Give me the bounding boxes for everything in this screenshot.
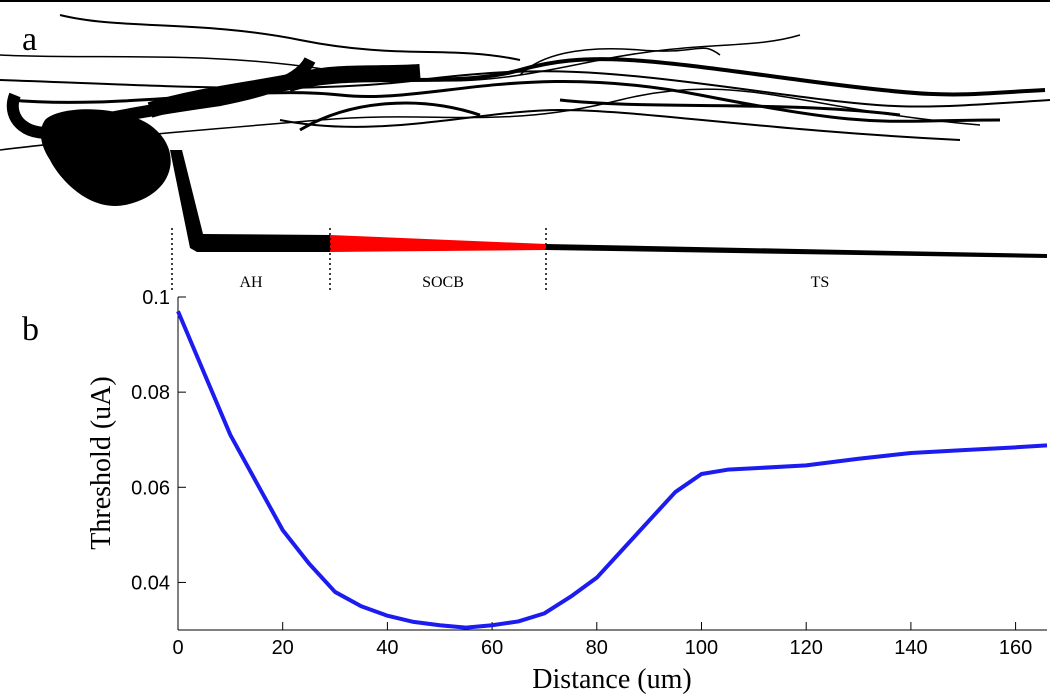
x-tick-label: 0 [172, 637, 183, 659]
x-tick-label: 160 [999, 637, 1032, 659]
y-tick-label: 0.08 [131, 382, 170, 404]
x-tick-label: 120 [790, 637, 823, 659]
segment-label: AH [239, 274, 263, 291]
x-tick-label: 80 [586, 637, 608, 659]
y-tick-label: 0.04 [131, 572, 170, 594]
data-line [176, 310, 1048, 630]
x-tick-label: 100 [685, 637, 718, 659]
y-tick-label: 0.06 [131, 477, 170, 499]
x-tick-label: 60 [481, 637, 503, 659]
thin-segment [546, 244, 1047, 258]
x-tick-label: 140 [894, 637, 927, 659]
segment-label: SOCB [422, 274, 464, 291]
axon-hillock [170, 150, 330, 252]
y-axis-label: Threshold (uA) [86, 376, 117, 549]
soma [40, 109, 171, 206]
y-tick-label: 0.1 [142, 287, 170, 309]
x-tick-label: 40 [376, 637, 398, 659]
plot: 0.04 0.06 0.08 0.1 0 20 40 60 80 100 120 140 160 [131, 287, 1048, 659]
segment-dividers [171, 228, 547, 292]
panel-label: b [22, 311, 39, 348]
neuron-morphology [0, 14, 1050, 151]
socb-segment [330, 235, 546, 252]
panel-label: a [22, 21, 37, 58]
segment-label: TS [811, 274, 830, 291]
x-tick-label: 20 [272, 637, 294, 659]
x-axis-label: Distance (um) [532, 664, 691, 694]
